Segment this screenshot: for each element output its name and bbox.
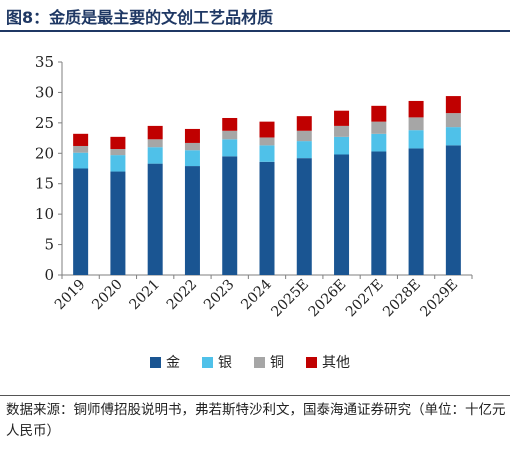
bar-segment <box>408 148 424 275</box>
figure-title: 图8：金质是最主要的文创工艺品材质 <box>6 8 274 27</box>
bar-segment <box>147 147 163 164</box>
x-tick-label: 2028E <box>380 277 424 321</box>
title-rule <box>0 30 510 32</box>
bar-segment <box>371 105 387 122</box>
y-tick-label: 0 <box>44 266 54 284</box>
y-tick-label: 25 <box>35 114 54 132</box>
legend-label-gold: 金 <box>166 355 180 371</box>
bar-segment <box>184 128 200 143</box>
bar-segment <box>445 96 461 114</box>
bar-segment <box>408 117 424 131</box>
bar-segment <box>445 145 461 275</box>
bar-segment <box>408 100 424 118</box>
bar-segment <box>408 130 424 149</box>
legend-swatch-copper <box>254 356 265 368</box>
bar-segment <box>184 166 200 275</box>
bar-segment <box>110 171 126 275</box>
bar-segment <box>110 149 126 156</box>
legend-swatch-silver <box>202 356 213 368</box>
x-tick-label: 2022 <box>164 277 201 314</box>
bar-segment <box>73 133 89 146</box>
bar-segment <box>259 161 275 275</box>
bar-segment <box>222 156 238 275</box>
legend-item-silver: 银 <box>202 352 232 372</box>
bar-segment <box>445 127 461 146</box>
x-tick-label: 2020 <box>89 277 126 314</box>
bar-segment <box>147 125 163 140</box>
bar-segment <box>184 142 200 151</box>
bar-segment <box>222 130 238 140</box>
bar-segment <box>184 150 200 167</box>
x-tick-label: 2026E <box>306 277 350 321</box>
y-tick-label: 5 <box>44 236 54 254</box>
bar-segment <box>445 113 461 128</box>
bar-segment <box>222 139 238 157</box>
chart-legend: 金 银 铜 其他 <box>150 352 350 372</box>
bar-segment <box>296 141 312 159</box>
bar-segment <box>110 155 126 172</box>
bar-segment <box>259 145 275 162</box>
y-tick-label: 15 <box>35 175 54 193</box>
legend-swatch-gold <box>150 356 161 368</box>
bar-segment <box>73 152 89 169</box>
bar-segment <box>371 133 387 152</box>
legend-label-other: 其他 <box>322 355 350 371</box>
y-tick-label: 35 <box>35 53 54 71</box>
x-tick-label: 2025E <box>268 277 312 321</box>
bar-segment <box>147 163 163 275</box>
legend-label-copper: 铜 <box>270 355 284 371</box>
bar-segment <box>371 121 387 134</box>
legend-item-gold: 金 <box>150 352 180 372</box>
bar-segment <box>296 158 312 275</box>
bar-segment <box>334 136 350 155</box>
x-tick-label: 2021 <box>126 277 163 314</box>
bar-segment <box>296 116 312 131</box>
y-tick-label: 30 <box>35 83 54 101</box>
x-tick-label: 2027E <box>343 277 387 321</box>
bar-segment <box>110 136 126 150</box>
legend-item-other: 其他 <box>306 352 350 372</box>
x-tick-label: 2023 <box>201 277 238 314</box>
bar-segment <box>73 168 89 275</box>
bar-segment <box>296 130 312 142</box>
legend-item-copper: 铜 <box>254 352 284 372</box>
bar-segment <box>259 137 275 146</box>
bar-segment <box>147 139 163 148</box>
footer-rule <box>0 395 510 396</box>
source-note: 数据来源：铜师傅招股说明书，弗若斯特沙利文，国泰海通证券研究（单位：十亿元人民币… <box>6 402 506 439</box>
bar-segment <box>334 154 350 275</box>
bar-segment <box>73 145 89 153</box>
bar-segment <box>371 151 387 275</box>
y-tick-label: 10 <box>35 205 54 223</box>
legend-swatch-other <box>306 356 317 368</box>
x-tick-label: 2029E <box>417 277 461 321</box>
y-tick-label: 20 <box>35 144 54 162</box>
x-tick-label: 2019 <box>52 277 89 314</box>
bar-segment <box>222 117 238 131</box>
bar-segment <box>334 125 350 137</box>
bar-segment <box>334 110 350 126</box>
legend-label-silver: 银 <box>218 355 232 371</box>
bar-segment <box>259 121 275 138</box>
